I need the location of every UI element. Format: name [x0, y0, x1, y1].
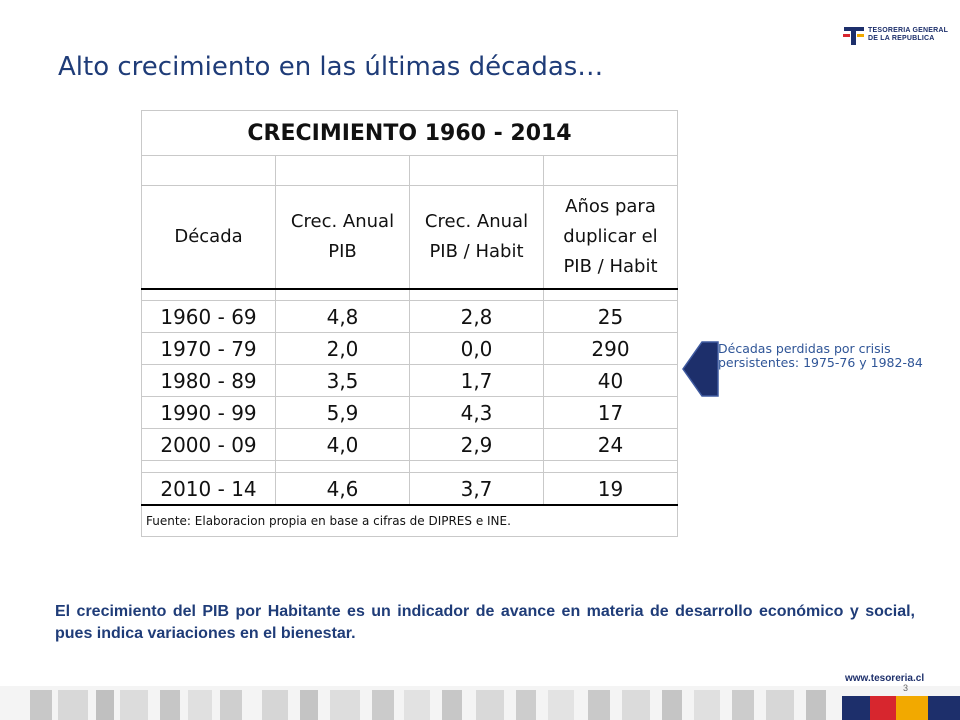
blank-cell — [543, 155, 678, 186]
header-anios-line2: duplicar el — [563, 226, 658, 247]
header-crec-pib-line2: PIB — [328, 241, 357, 262]
blank-row — [141, 155, 678, 186]
source-row: Fuente: Elaboracion propia en base a cif… — [141, 504, 678, 537]
header-crec-pib-line1: Crec. Anual — [290, 211, 395, 232]
cell-anios: 40 — [543, 364, 678, 397]
cell-decada: 1970 - 79 — [141, 332, 276, 365]
footer-url: www.tesoreria.cl — [845, 673, 925, 684]
logo-line1: TESORERIA GENERAL — [868, 27, 949, 34]
cell-crec-pib: 3,5 — [275, 364, 410, 397]
cell-crec-pib: 5,9 — [275, 396, 410, 429]
spacer-row — [141, 460, 678, 473]
blank-cell — [543, 460, 678, 473]
page-title: Alto crecimiento en las últimas décadas… — [58, 52, 604, 82]
blank-cell — [141, 460, 276, 473]
header-crec-hab: Crec. Anual PIB / Habit — [409, 185, 544, 290]
cell-crec-pib: 4,6 — [275, 472, 410, 506]
cell-crec-hab: 0,0 — [409, 332, 544, 365]
cell-anios: 290 — [543, 332, 678, 365]
cell-crec-hab: 4,3 — [409, 396, 544, 429]
cell-anios: 17 — [543, 396, 678, 429]
header-crec-hab-line2: PIB / Habit — [429, 241, 524, 262]
header-row: Década Crec. Anual PIB Crec. Anual PIB /… — [141, 185, 678, 290]
table-row: 2010 - 14 4,6 3,7 19 — [141, 472, 678, 506]
header-anios-line1: Años para — [565, 196, 656, 217]
summary-note: El crecimiento del PIB por Habitante es … — [55, 603, 915, 642]
blank-cell — [275, 288, 410, 301]
cell-crec-hab: 3,7 — [409, 472, 544, 506]
table-row: 1970 - 79 2,0 0,0 290 — [141, 332, 678, 365]
cell-crec-pib: 4,0 — [275, 428, 410, 461]
blank-cell — [409, 155, 544, 186]
header-anios-line3: PIB / Habit — [563, 256, 658, 277]
callout-text: Décadas perdidas por crisis persistentes… — [718, 341, 923, 370]
cell-anios: 25 — [543, 300, 678, 333]
blank-cell — [543, 288, 678, 301]
header-crec-pib: Crec. Anual PIB — [275, 185, 410, 290]
cell-decada: 1980 - 89 — [141, 364, 276, 397]
table-row: 1990 - 99 5,9 4,3 17 — [141, 396, 678, 429]
cell-crec-hab: 1,7 — [409, 364, 544, 397]
blank-cell — [275, 460, 410, 473]
blank-cell — [409, 288, 544, 301]
table-row: 1960 - 69 4,8 2,8 25 — [141, 300, 678, 333]
header-anios: Años para duplicar el PIB / Habit — [543, 185, 678, 290]
logo-line2: DE LA REPUBLICA — [868, 35, 935, 42]
blank-cell — [409, 460, 544, 473]
growth-table: CRECIMIENTO 1960 - 2014 Década Crec. Anu… — [141, 110, 678, 537]
blank-cell — [141, 288, 276, 301]
table-title: CRECIMIENTO 1960 - 2014 — [141, 110, 678, 156]
spacer-row — [141, 288, 678, 301]
blank-cell — [141, 155, 276, 186]
blank-cell — [275, 155, 410, 186]
cell-decada: 2010 - 14 — [141, 472, 276, 506]
cell-anios: 19 — [543, 472, 678, 506]
cell-decada: 1960 - 69 — [141, 300, 276, 333]
cell-crec-pib: 4,8 — [275, 300, 410, 333]
cell-decada: 2000 - 09 — [141, 428, 276, 461]
cell-anios: 24 — [543, 428, 678, 461]
footer-decoration — [0, 686, 960, 720]
left-arrow-icon — [682, 341, 719, 397]
cell-crec-pib: 2,0 — [275, 332, 410, 365]
table-row: 2000 - 09 4,0 2,9 24 — [141, 428, 678, 461]
cell-decada: 1990 - 99 — [141, 396, 276, 429]
table-row: 1980 - 89 3,5 1,7 40 — [141, 364, 678, 397]
tesoreria-logo: TESORERIA GENERAL DE LA REPUBLICA — [842, 25, 948, 49]
tesoreria-logo-icon — [843, 27, 864, 45]
table-title-row: CRECIMIENTO 1960 - 2014 — [141, 110, 678, 156]
logo-text: TESORERIA GENERAL DE LA REPUBLICA — [868, 27, 948, 43]
header-crec-hab-line1: Crec. Anual — [424, 211, 529, 232]
header-decada: Década — [141, 185, 276, 290]
cell-crec-hab: 2,8 — [409, 300, 544, 333]
slide-number: 3 — [903, 683, 909, 693]
cell-crec-hab: 2,9 — [409, 428, 544, 461]
table-source: Fuente: Elaboracion propia en base a cif… — [141, 504, 678, 537]
